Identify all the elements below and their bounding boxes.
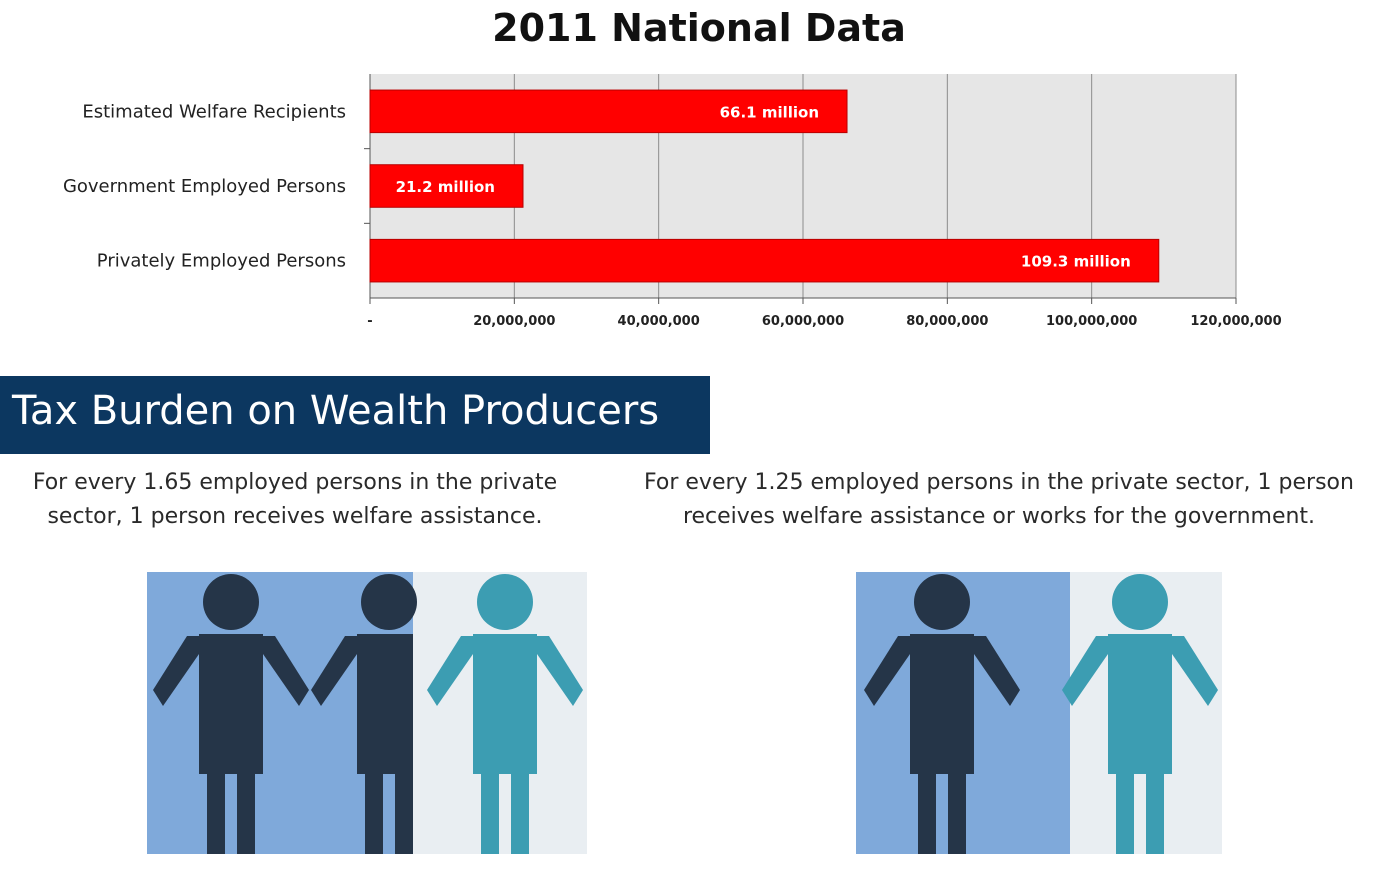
bar	[369, 164, 524, 208]
person-figure-dark-icon	[311, 574, 417, 854]
category-label: Estimated Welfare Recipients	[82, 101, 346, 122]
person-figure-teal-icon	[427, 574, 583, 854]
x-tick-label: 20,000,000	[473, 314, 555, 329]
caption-right-line-1: For every 1.25 employed persons in the p…	[644, 470, 1354, 495]
person-figure-dark-icon	[864, 574, 1020, 854]
illustration-right	[856, 572, 1222, 854]
bars	[369, 89, 1160, 283]
bar	[369, 89, 848, 134]
illustration-left	[147, 572, 587, 854]
caption-left: For every 1.65 employed persons in the p…	[0, 466, 590, 534]
x-tick-label: 60,000,000	[762, 314, 844, 329]
chart-title: 2011 National Data	[492, 6, 906, 50]
x-tick-label: -	[367, 314, 372, 329]
x-tick-label: 120,000,000	[1190, 314, 1281, 329]
caption-left-line-2: sector, 1 person receives welfare assist…	[47, 504, 543, 529]
bar-chart: - 20,000,000 40,000,000 60,000,000 80,000,00…	[63, 74, 1282, 329]
x-tick-label: 80,000,000	[906, 314, 988, 329]
x-tick-label: 40,000,000	[618, 314, 700, 329]
section-banner: Tax Burden on Wealth Producers	[0, 376, 710, 454]
caption-right-line-2: receives welfare assistance or works for…	[682, 504, 1316, 529]
caption-right: For every 1.25 employed persons in the p…	[600, 466, 1398, 534]
data-label: 109.3 million	[1021, 253, 1131, 271]
data-label: 21.2 million	[396, 178, 495, 196]
caption-left-line-1: For every 1.65 employed persons in the p…	[32, 470, 558, 495]
category-label: Privately Employed Persons	[97, 251, 346, 272]
bar	[369, 238, 1160, 283]
labels: - 20,000,000 40,000,000 60,000,000 80,000,00…	[63, 101, 1282, 329]
x-tick-label: 100,000,000	[1046, 314, 1137, 329]
person-figure-dark-icon	[153, 574, 309, 854]
category-label: Government Employed Persons	[63, 176, 346, 197]
person-figure-teal-icon	[1062, 574, 1218, 854]
section-title: Tax Burden on Wealth Producers	[12, 388, 660, 434]
data-label: 66.1 million	[720, 103, 819, 121]
